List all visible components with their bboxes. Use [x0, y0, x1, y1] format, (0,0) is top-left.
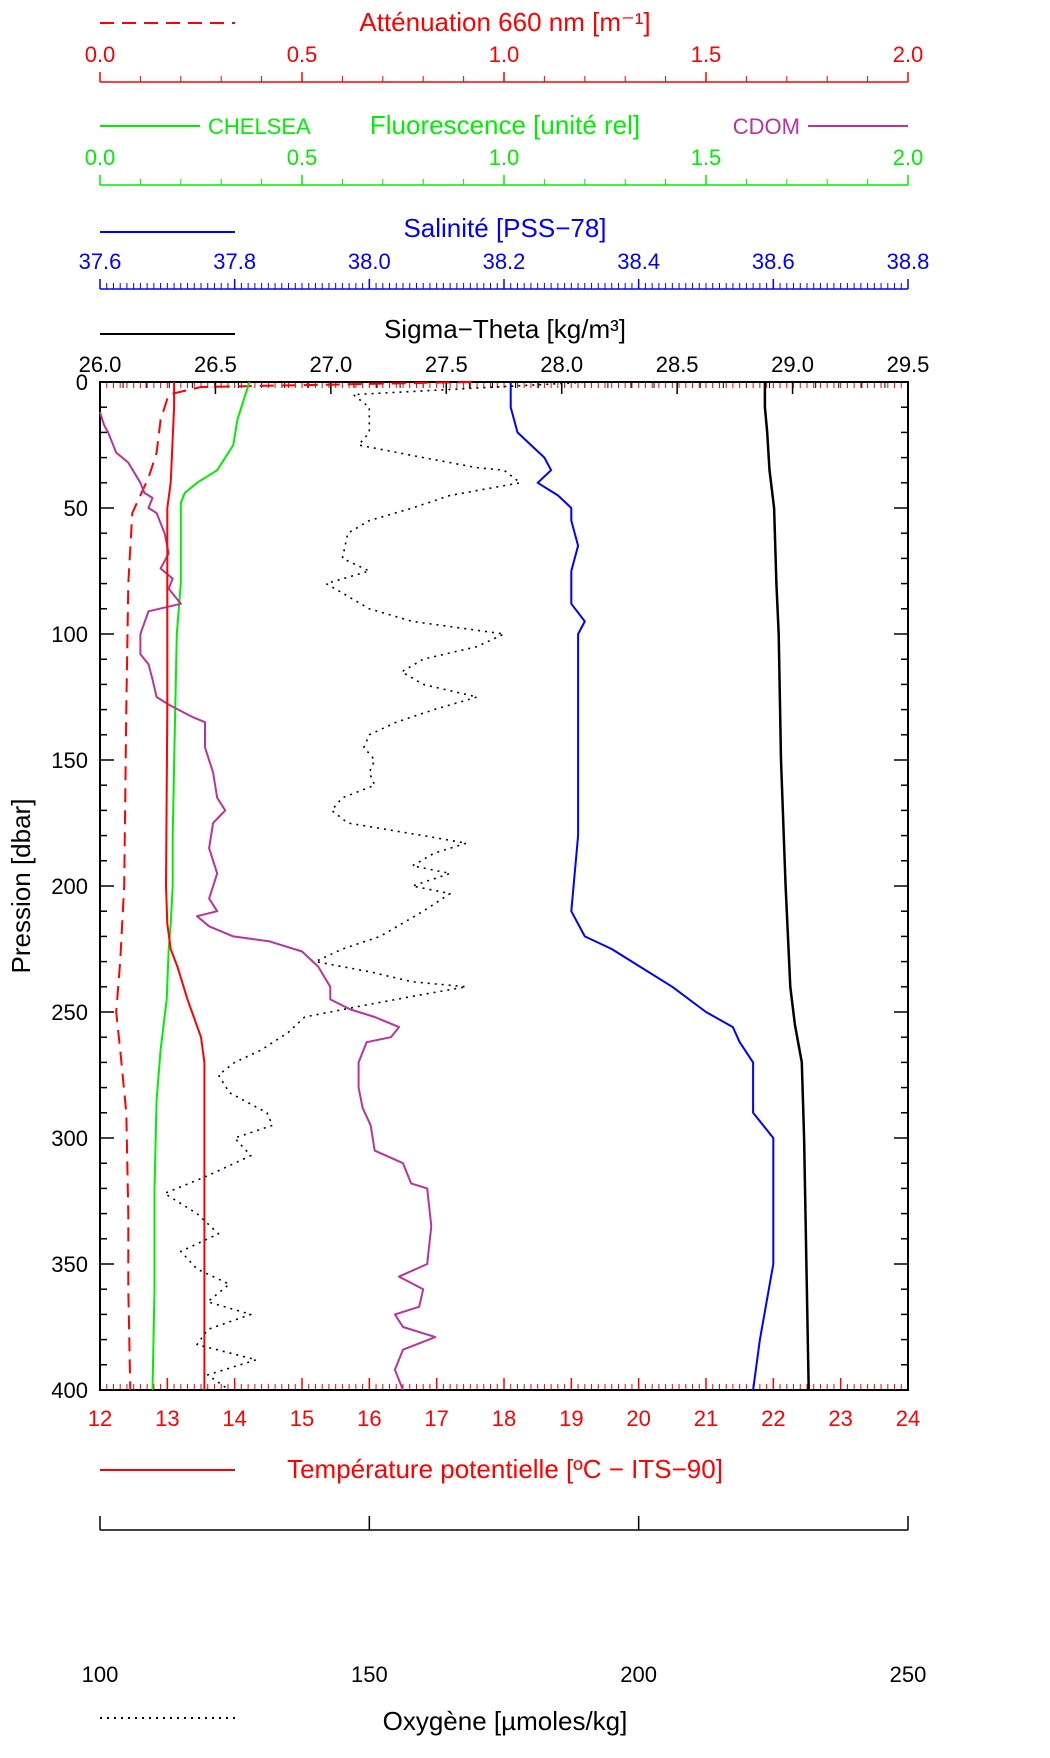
series-line-salinity — [509, 382, 775, 1391]
tick-label-attenuation: 0.5 — [287, 42, 318, 67]
y-tick-label: 0 — [76, 370, 88, 395]
legend-label-chelsea: CHELSEA — [208, 114, 311, 139]
axis-title-oxygen: Oxygène [µmoles/kg] — [383, 1706, 628, 1736]
tick-label-temperature: 18 — [492, 1406, 516, 1431]
tick-label-sigma: 26.0 — [79, 352, 122, 377]
y-tick-label: 200 — [51, 874, 88, 899]
y-tick-label: 350 — [51, 1252, 88, 1277]
tick-label-salinity: 37.8 — [213, 249, 256, 274]
tick-label-temperature: 21 — [694, 1406, 718, 1431]
tick-label-temperature: 19 — [559, 1406, 583, 1431]
axis-title-sigma: Sigma−Theta [kg/m³] — [384, 314, 626, 344]
y-axis-title: Pression [dbar] — [6, 799, 36, 974]
y-tick-label: 300 — [51, 1126, 88, 1151]
tick-label-salinity: 38.8 — [887, 249, 930, 274]
y-tick-label: 150 — [51, 748, 88, 773]
series-line-sigma_theta — [763, 382, 810, 1391]
series-line-temperature — [165, 382, 206, 1390]
tick-label-fluorescence: 1.0 — [489, 145, 520, 170]
tick-label-temperature: 13 — [155, 1406, 179, 1431]
series-line-fluorescence_cdom — [99, 411, 437, 1391]
tick-label-oxygen: 200 — [620, 1662, 657, 1687]
tick-label-attenuation: 1.5 — [691, 42, 722, 67]
tick-label-temperature: 17 — [424, 1406, 448, 1431]
tick-label-temperature: 23 — [828, 1406, 852, 1431]
y-tick-label: 50 — [64, 496, 88, 521]
tick-label-salinity: 37.6 — [79, 249, 122, 274]
tick-label-temperature: 14 — [222, 1406, 246, 1431]
series-line-attenuation — [115, 381, 472, 1391]
tick-label-oxygen: 150 — [351, 1662, 388, 1687]
tick-label-sigma: 27.0 — [309, 352, 352, 377]
tick-label-attenuation: 2.0 — [893, 42, 924, 67]
tick-label-temperature: 22 — [761, 1406, 785, 1431]
axis-title-attenuation: Atténuation 660 nm [m⁻¹] — [359, 7, 650, 37]
tick-label-temperature: 16 — [357, 1406, 381, 1431]
tick-label-oxygen: 250 — [890, 1662, 927, 1687]
tick-label-salinity: 38.0 — [348, 249, 391, 274]
tick-label-oxygen: 100 — [82, 1662, 119, 1687]
tick-label-sigma: 28.5 — [656, 352, 699, 377]
tick-label-attenuation: 1.0 — [489, 42, 520, 67]
tick-label-salinity: 38.2 — [483, 249, 526, 274]
tick-label-sigma: 29.0 — [771, 352, 814, 377]
tick-label-fluorescence: 1.5 — [691, 145, 722, 170]
series-line-fluorescence_chelsea — [151, 381, 251, 1391]
series-line-oxygen — [163, 381, 591, 1391]
axis-title-temperature: Température potentielle [ºC − ITS−90] — [287, 1454, 723, 1484]
series-layer — [99, 381, 810, 1391]
tick-label-sigma: 29.5 — [887, 352, 930, 377]
tick-label-temperature: 12 — [88, 1406, 112, 1431]
tick-label-fluorescence: 0.0 — [85, 145, 116, 170]
tick-label-fluorescence: 2.0 — [893, 145, 924, 170]
tick-label-salinity: 38.4 — [617, 249, 660, 274]
y-tick-label: 250 — [51, 1000, 88, 1025]
tick-label-sigma: 26.5 — [194, 352, 237, 377]
tick-label-temperature: 24 — [896, 1406, 920, 1431]
tick-label-fluorescence: 0.5 — [287, 145, 318, 170]
tick-label-sigma: 27.5 — [425, 352, 468, 377]
plot-frame — [99, 381, 909, 1391]
axis-title-fluorescence: Fluorescence [unité rel] — [370, 110, 640, 140]
legend-label-cdom: CDOM — [733, 114, 800, 139]
axis-title-salinity: Salinité [PSS−78] — [403, 213, 606, 243]
tick-marks: 0.0 0.5 1.0 1.5 2.0 0.0 0.5 1.0 1.5 2.0 37.6 37.8 38… — [51, 42, 929, 1687]
tick-label-salinity: 38.6 — [752, 249, 795, 274]
tick-label-temperature: 15 — [290, 1406, 314, 1431]
tick-label-temperature: 20 — [626, 1406, 650, 1431]
y-tick-label: 400 — [51, 1378, 88, 1403]
tick-label-attenuation: 0.0 — [85, 42, 116, 67]
y-tick-label: 100 — [51, 622, 88, 647]
tick-label-sigma: 28.0 — [540, 352, 583, 377]
